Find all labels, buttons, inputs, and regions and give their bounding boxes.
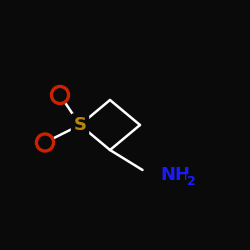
Circle shape [39,136,51,149]
Text: 2: 2 [187,175,196,188]
Text: S: S [74,116,86,134]
Text: NH: NH [160,166,190,184]
Circle shape [50,86,70,104]
Circle shape [54,89,66,101]
Circle shape [36,133,54,152]
